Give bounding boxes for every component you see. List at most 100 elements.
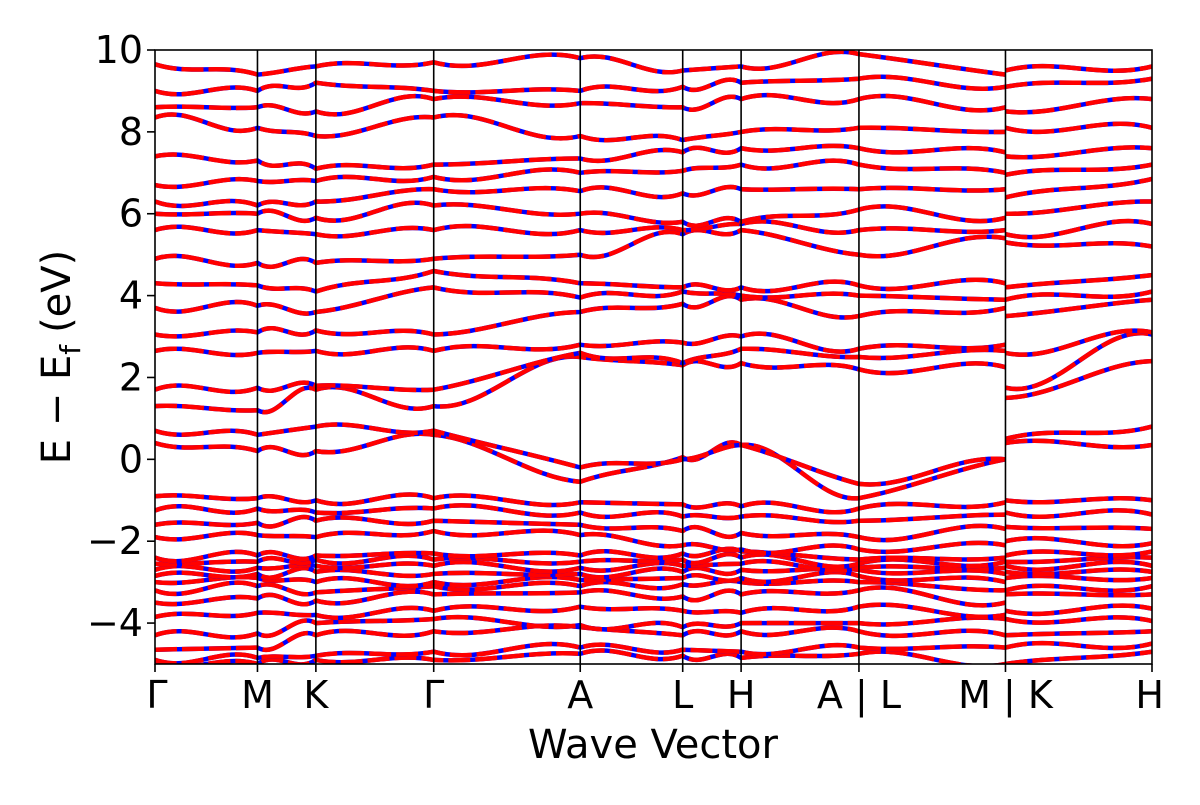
xtick-label-1: M [241,673,274,717]
band-red-12-seg-1 [858,540,1006,555]
x-axis-label: Wave Vector [528,722,779,768]
band-red-20-seg-1 [858,342,1006,352]
band-red-29-seg-0 [155,143,860,172]
band-red-21-seg-0 [155,293,860,339]
band-red-19-seg-0 [155,346,859,394]
band-red-32-seg-1 [858,74,1006,91]
xtick-label-4: A [567,673,593,717]
y-axis-label-subscript: f [54,344,87,355]
band-red-28-seg-0 [155,158,860,190]
xtick-label-0: Γ [146,673,167,717]
band-red-15-seg-0 [155,492,860,515]
band-red-4-seg-1 [858,602,1006,620]
band-red-18-seg-1 [858,361,1007,376]
band-red-11-seg-1 [858,555,1006,562]
band-red-29-seg-1 [858,145,1007,155]
band-red-17-seg-1 [858,456,1006,487]
band-red-24-seg-1 [858,234,1006,259]
band-red-33-seg-1 [858,51,1006,77]
bands-layer [155,50,1152,664]
band-red-13-seg-0 [155,514,860,540]
band-red-23-seg-1 [858,277,1007,292]
band-red-1-seg-1 [858,644,1006,652]
band-red-32-seg-2 [1005,76,1152,90]
band-red-10-seg-0 [155,551,860,570]
band-red-32-seg-0 [155,76,860,97]
band-red-3-seg-0 [155,614,859,640]
band-red-9-seg-1 [858,564,1006,572]
band-red-18-seg-2 [1005,358,1152,401]
ytick-label-7: 10 [95,28,143,72]
y-axis-label-unit: (eV) [34,250,80,333]
band-red-20-seg-0 [155,331,860,358]
band-red-25-seg-1 [858,226,1006,235]
band-blue-21-seg-0 [155,293,860,339]
band-red-2-seg-2 [1005,629,1152,638]
xtick-label-9: H [1135,673,1164,717]
band-red-27-seg-0 [155,184,860,209]
band-red-14-seg-1 [858,512,1006,523]
band-blue-20-seg-0 [155,331,860,358]
band-red-30-seg-2 [1004,121,1152,135]
y-axis-label: E − Ef (eV) [34,250,87,465]
band-red-7-seg-1 [858,573,1007,585]
xtick-label-2: K [303,673,329,717]
band-red-25-seg-0 [155,219,860,239]
band-red-14-seg-0 [155,503,860,525]
band-red-9-seg-0 [155,558,860,574]
band-red-4-seg-2 [1005,603,1152,617]
band-red-26-seg-1 [858,204,1007,224]
ytick-label-5: 6 [119,192,143,236]
band-red-15-seg-2 [1005,496,1152,505]
band-red-6-seg-2 [1004,583,1152,593]
xtick-label-7: A | L [817,673,901,718]
ytick-label-1: −2 [87,519,143,563]
band-red-33-seg-2 [1004,63,1152,73]
band-red-6-seg-1 [858,579,1006,593]
band-red-2-seg-0 [155,623,860,652]
band-red-17-seg-2 [1004,424,1152,442]
band-red-19-seg-1 [858,347,1006,361]
band-red-30-seg-0 [155,112,860,143]
band-red-24-seg-2 [1005,240,1152,249]
band-red-13-seg-2 [1005,524,1152,532]
band-red-5-seg-2 [1005,591,1152,598]
band-red-23-seg-2 [1005,272,1152,290]
band-red-12-seg-2 [1005,536,1152,549]
band-red-7-seg-2 [1005,573,1152,583]
band-blue-17-seg-0 [155,422,860,487]
plot-frame [154,49,1153,665]
band-blue-24-seg-0 [155,227,860,270]
band-red-24-seg-0 [155,227,860,270]
band-red-8-seg-0 [155,565,860,580]
band-red-3-seg-2 [1005,615,1152,625]
band-red-5-seg-0 [155,587,860,607]
band-red-27-seg-2 [1004,176,1152,200]
band-red-0-seg-1 [858,649,1006,664]
band-red-5-seg-1 [858,585,1007,608]
band-blue-33-seg-0 [155,50,860,77]
band-red-11-seg-2 [1004,549,1152,558]
band-red-25-seg-2 [1004,218,1152,240]
band-red-31-seg-0 [155,92,860,117]
band-red-20-seg-2 [1005,328,1152,357]
band-red-19-seg-2 [1004,330,1152,392]
band-red-26-seg-0 [155,200,860,228]
band-red-16-seg-2 [1005,438,1152,450]
band-red-30-seg-1 [858,125,1006,135]
svg-text:E − Ef(eV): E − Ef (eV) [34,250,87,465]
y-axis-ticks: −4 −2 0 2 4 6 8 10 [87,28,155,645]
band-red-31-seg-2 [1005,95,1152,115]
band-red-33-seg-0 [155,50,860,77]
xtick-label-5: L [672,673,693,717]
band-red-7-seg-0 [155,570,860,589]
xtick-label-3: Γ [423,673,444,717]
band-red-13-seg-1 [858,523,1007,543]
band-red-12-seg-0 [155,528,860,556]
band-red-31-seg-1 [858,93,1007,113]
band-blue-16-seg-0 [155,431,860,501]
band-red-14-seg-2 [1004,508,1152,520]
band-red-1-seg-0 [155,641,860,664]
